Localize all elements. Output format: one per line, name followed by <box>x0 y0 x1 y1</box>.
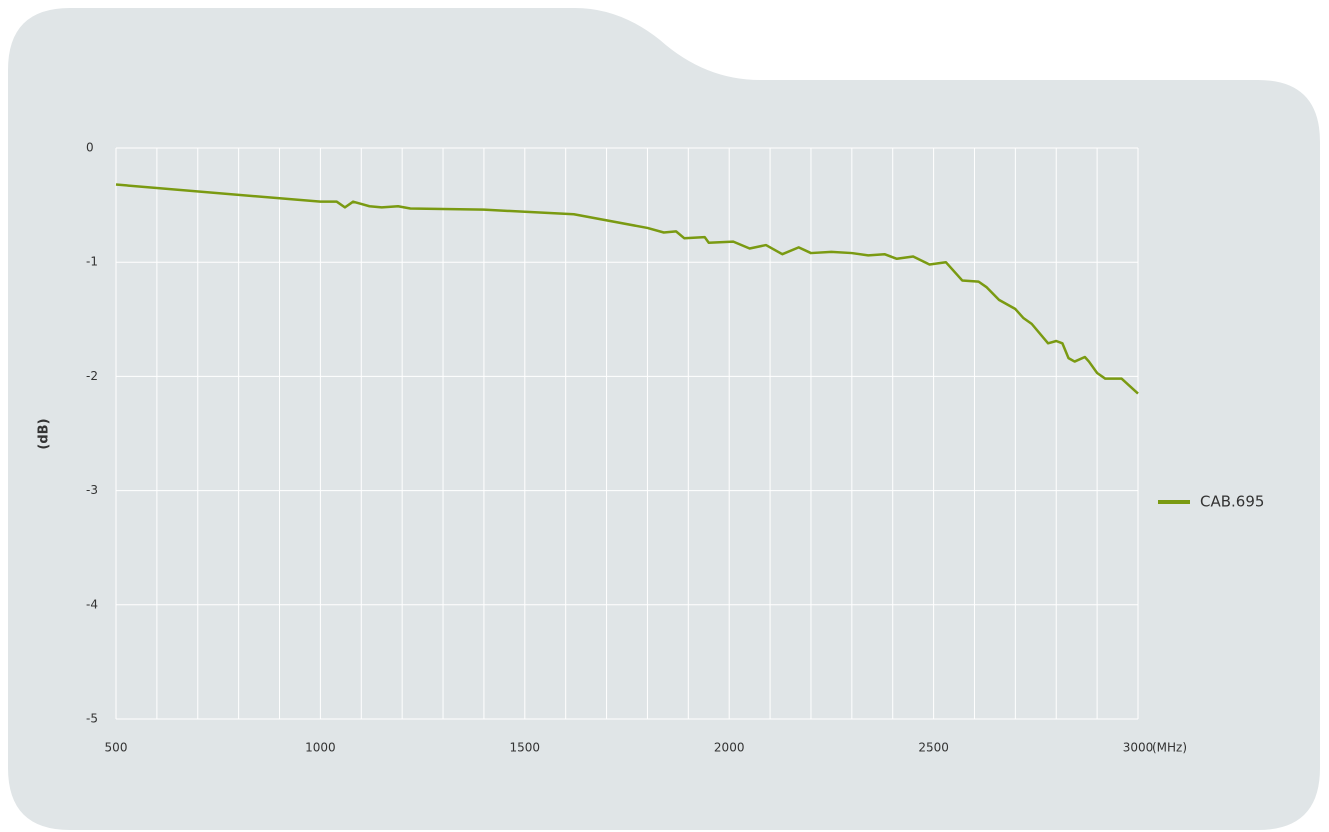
x-axis-label: (MHz) <box>1152 741 1187 755</box>
data-line <box>115 183 1139 395</box>
y-tick-label: -1 <box>86 255 98 269</box>
y-tick-label: -5 <box>86 712 98 726</box>
x-tick-label: 2500 <box>918 741 949 755</box>
legend-label: CAB.695 <box>1200 493 1264 511</box>
card-background <box>8 8 1320 830</box>
y-tick-label: 0 <box>86 141 94 155</box>
x-tick-label: 1000 <box>305 741 336 755</box>
x-tick-label: 2000 <box>714 741 745 755</box>
y-tick-label: -3 <box>86 483 98 497</box>
y-tick-label: -4 <box>86 597 98 611</box>
y-tick-label: -2 <box>86 369 98 383</box>
y-axis-label: (dB) <box>37 418 52 449</box>
x-tick-label: 1500 <box>510 741 541 755</box>
x-tick-label: 500 <box>105 741 128 755</box>
x-tick-label: 3000 <box>1123 741 1154 755</box>
